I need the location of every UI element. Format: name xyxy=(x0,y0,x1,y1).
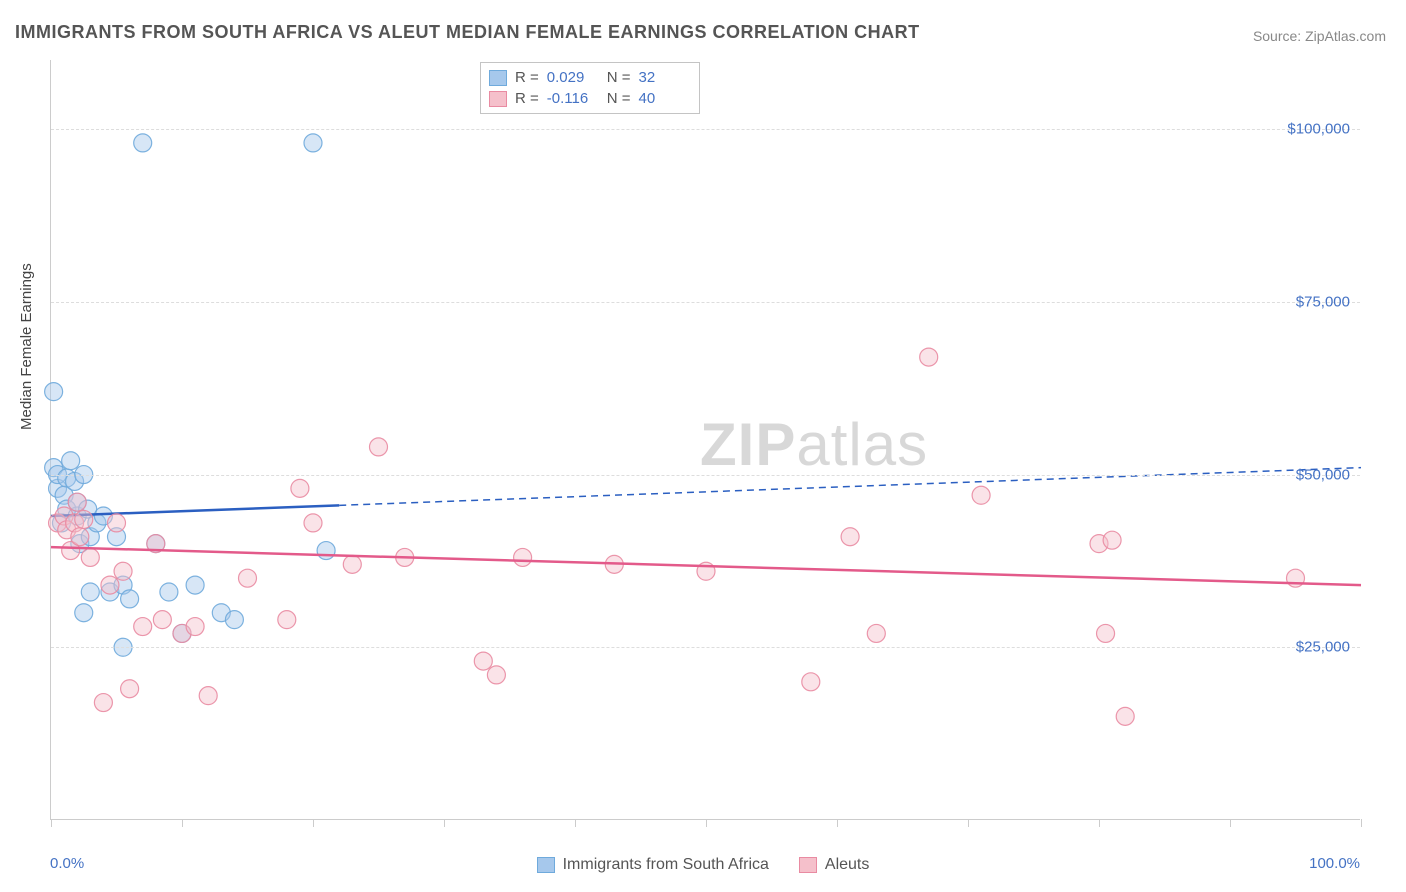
scatter-point xyxy=(81,548,99,566)
r-label: R = xyxy=(515,90,539,107)
gridline xyxy=(51,129,1360,130)
y-tick-label: $100,000 xyxy=(1287,121,1350,138)
scatter-point xyxy=(94,694,112,712)
x-tick xyxy=(444,819,445,827)
scatter-point xyxy=(802,673,820,691)
x-tick xyxy=(706,819,707,827)
scatter-point xyxy=(304,514,322,532)
n-value: 40 xyxy=(639,90,691,107)
scatter-point xyxy=(62,452,80,470)
scatter-point xyxy=(134,134,152,152)
legend-stats-row: R = -0.116 N = 40 xyxy=(489,88,691,109)
plot-area: $25,000 $50,000 $75,000 $100,000 xyxy=(50,60,1360,820)
scatter-point xyxy=(81,583,99,601)
y-tick-label: $75,000 xyxy=(1296,293,1350,310)
legend-swatch xyxy=(537,857,555,873)
gridline xyxy=(51,302,1360,303)
n-value: 32 xyxy=(639,69,691,86)
trend-line-dashed xyxy=(339,468,1361,506)
scatter-point xyxy=(304,134,322,152)
n-label: N = xyxy=(607,69,631,86)
legend-label: Immigrants from South Africa xyxy=(563,856,769,874)
scatter-point xyxy=(186,576,204,594)
legend-item: Immigrants from South Africa xyxy=(537,856,769,874)
gridline xyxy=(51,475,1360,476)
source-label: Source: ZipAtlas.com xyxy=(1253,28,1386,44)
scatter-point xyxy=(867,624,885,642)
scatter-point xyxy=(514,548,532,566)
scatter-point xyxy=(121,590,139,608)
x-tick-label-max: 100.0% xyxy=(1309,855,1360,872)
x-tick xyxy=(837,819,838,827)
legend-swatch xyxy=(489,70,507,86)
scatter-point xyxy=(920,348,938,366)
legend-swatch xyxy=(799,857,817,873)
scatter-point xyxy=(291,479,309,497)
x-tick xyxy=(1230,819,1231,827)
y-tick-label: $25,000 xyxy=(1296,639,1350,656)
r-label: R = xyxy=(515,69,539,86)
scatter-point xyxy=(343,555,361,573)
chart-container: IMMIGRANTS FROM SOUTH AFRICA VS ALEUT ME… xyxy=(0,0,1406,892)
x-tick xyxy=(1361,819,1362,827)
x-tick xyxy=(313,819,314,827)
legend-bottom: Immigrants from South Africa Aleuts xyxy=(0,856,1406,874)
x-tick xyxy=(968,819,969,827)
scatter-point xyxy=(101,576,119,594)
r-value: -0.116 xyxy=(547,90,599,107)
scatter-point xyxy=(278,611,296,629)
scatter-point xyxy=(225,611,243,629)
scatter-point xyxy=(186,618,204,636)
gridline xyxy=(51,647,1360,648)
legend-label: Aleuts xyxy=(825,856,869,874)
n-label: N = xyxy=(607,90,631,107)
legend-stats-box: R = 0.029 N = 32 R = -0.116 N = 40 xyxy=(480,62,700,114)
x-tick xyxy=(1099,819,1100,827)
scatter-point xyxy=(121,680,139,698)
legend-swatch xyxy=(489,91,507,107)
scatter-point xyxy=(134,618,152,636)
scatter-point xyxy=(841,528,859,546)
plot-svg xyxy=(51,60,1360,819)
x-tick xyxy=(182,819,183,827)
scatter-point xyxy=(114,562,132,580)
chart-title: IMMIGRANTS FROM SOUTH AFRICA VS ALEUT ME… xyxy=(15,22,920,43)
scatter-point xyxy=(75,604,93,622)
scatter-point xyxy=(1103,531,1121,549)
scatter-point xyxy=(75,510,93,528)
legend-item: Aleuts xyxy=(799,856,869,874)
scatter-point xyxy=(239,569,257,587)
scatter-point xyxy=(474,652,492,670)
scatter-point xyxy=(1097,624,1115,642)
scatter-point xyxy=(153,611,171,629)
scatter-point xyxy=(317,542,335,560)
scatter-point xyxy=(972,486,990,504)
scatter-point xyxy=(71,528,89,546)
y-axis-label: Median Female Earnings xyxy=(18,263,35,430)
scatter-point xyxy=(160,583,178,601)
x-tick-label-min: 0.0% xyxy=(50,855,84,872)
r-value: 0.029 xyxy=(547,69,599,86)
scatter-point xyxy=(45,383,63,401)
scatter-point xyxy=(108,514,126,532)
y-tick-label: $50,000 xyxy=(1296,466,1350,483)
scatter-point xyxy=(1116,707,1134,725)
scatter-point xyxy=(370,438,388,456)
scatter-point xyxy=(199,687,217,705)
x-tick xyxy=(51,819,52,827)
scatter-point xyxy=(68,493,86,511)
legend-stats-row: R = 0.029 N = 32 xyxy=(489,67,691,88)
scatter-point xyxy=(487,666,505,684)
x-tick xyxy=(575,819,576,827)
